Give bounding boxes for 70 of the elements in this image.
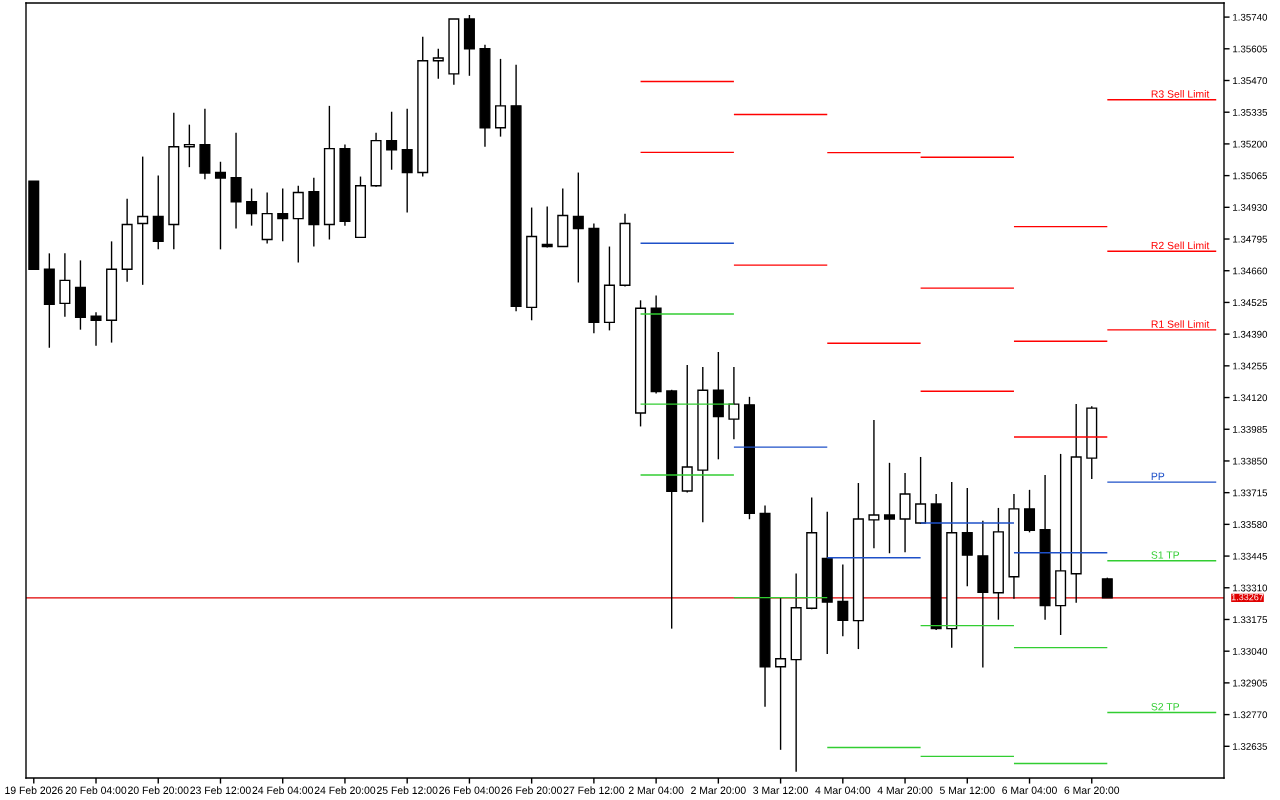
y-tick-label: 1.34255 bbox=[1233, 362, 1268, 370]
series-label: S2 TP bbox=[1151, 703, 1180, 711]
series-label: PP bbox=[1151, 472, 1165, 480]
candlestick bbox=[728, 366, 740, 441]
x-tick-label: 2 Mar 20:00 bbox=[691, 786, 746, 794]
candlestick bbox=[961, 487, 973, 587]
x-tick-label: 6 Mar 04:00 bbox=[1002, 786, 1057, 794]
x-tick-label: 4 Mar 20:00 bbox=[877, 786, 933, 794]
x-tick-label: 20 Feb 04:00 bbox=[65, 786, 127, 794]
y-tick-label: 1.33040 bbox=[1233, 647, 1268, 655]
x-tick-label: 2 Mar 04:00 bbox=[628, 786, 684, 794]
candlestick bbox=[837, 563, 849, 637]
candlestick bbox=[681, 364, 693, 494]
y-tick-label: 1.35740 bbox=[1233, 13, 1268, 21]
candlestick bbox=[214, 161, 226, 251]
candlestick bbox=[386, 111, 398, 171]
series-label: R3 Sell Limit bbox=[1151, 90, 1210, 98]
candlestick bbox=[1024, 489, 1036, 534]
series-label: R2 Sell Limit bbox=[1151, 241, 1210, 250]
y-tick-label: 1.35605 bbox=[1233, 45, 1268, 53]
y-tick-label: 1.34795 bbox=[1233, 235, 1268, 243]
y-tick-label: 1.35200 bbox=[1233, 140, 1268, 148]
y-tick-label: 1.34660 bbox=[1233, 267, 1268, 275]
x-tick-label: 26 Feb 20:00 bbox=[501, 786, 562, 794]
y-tick-label: 1.33445 bbox=[1233, 552, 1268, 560]
candlestick bbox=[59, 252, 71, 318]
candlestick bbox=[230, 131, 242, 230]
x-tick-label: 4 Mar 04:00 bbox=[815, 786, 871, 794]
y-tick-label: 1.33580 bbox=[1233, 521, 1268, 528]
x-tick-label: 6 Mar 20:00 bbox=[1064, 786, 1120, 794]
x-tick-label: 19 Feb 2026 bbox=[5, 786, 63, 794]
y-tick-label: 1.33715 bbox=[1233, 489, 1268, 497]
y-tick-label: 1.33175 bbox=[1233, 616, 1268, 624]
candlestick bbox=[432, 48, 444, 80]
y-tick-label: 1.34525 bbox=[1233, 299, 1268, 307]
y-tick-label: 1.32635 bbox=[1233, 743, 1268, 750]
y-tick-label: 1.34930 bbox=[1233, 204, 1268, 211]
series-label: R1 Sell Limit bbox=[1151, 320, 1210, 328]
x-tick-label: 25 Feb 12:00 bbox=[377, 786, 438, 794]
x-tick-label: 27 Feb 12:00 bbox=[563, 786, 625, 794]
x-tick-label: 26 Feb 04:00 bbox=[439, 786, 500, 794]
x-tick-label: 24 Feb 04:00 bbox=[252, 786, 314, 794]
x-tick-label: 24 Feb 20:00 bbox=[314, 786, 376, 794]
x-tick-label: 20 Feb 20:00 bbox=[128, 786, 189, 794]
y-tick-label: 1.35470 bbox=[1233, 77, 1268, 85]
candlestick bbox=[137, 155, 149, 286]
x-tick-label: 23 Feb 12:00 bbox=[190, 786, 251, 794]
x-tick-label: 5 Mar 12:00 bbox=[939, 786, 995, 794]
y-tick-label: 1.35065 bbox=[1233, 172, 1268, 180]
candlestick bbox=[915, 456, 927, 525]
candlestick bbox=[277, 187, 289, 243]
candlestick bbox=[572, 171, 584, 284]
series-label: S1 TP bbox=[1151, 551, 1180, 559]
candlestick bbox=[495, 58, 507, 138]
y-tick-label: 1.33310 bbox=[1233, 584, 1268, 592]
candlestick bbox=[775, 596, 787, 751]
y-tick-label: 1.34390 bbox=[1233, 330, 1268, 338]
x-tick-label: 3 Mar 12:00 bbox=[753, 786, 808, 794]
candlestick bbox=[883, 462, 896, 554]
y-tick-label: 1.33985 bbox=[1233, 425, 1268, 433]
y-tick-label: 1.35335 bbox=[1233, 108, 1268, 116]
candlestick bbox=[90, 311, 102, 347]
y-tick-label: 1.32770 bbox=[1233, 711, 1268, 719]
y-tick-label: 1.33850 bbox=[1233, 457, 1268, 465]
y-tick-label: 1.32905 bbox=[1233, 679, 1268, 687]
y-tick-label: 1.34120 bbox=[1233, 394, 1268, 402]
candlestick bbox=[246, 187, 258, 227]
candlestick bbox=[401, 107, 413, 214]
ref-line-label: 1.33267 bbox=[1231, 593, 1264, 601]
candlestick bbox=[868, 419, 880, 550]
